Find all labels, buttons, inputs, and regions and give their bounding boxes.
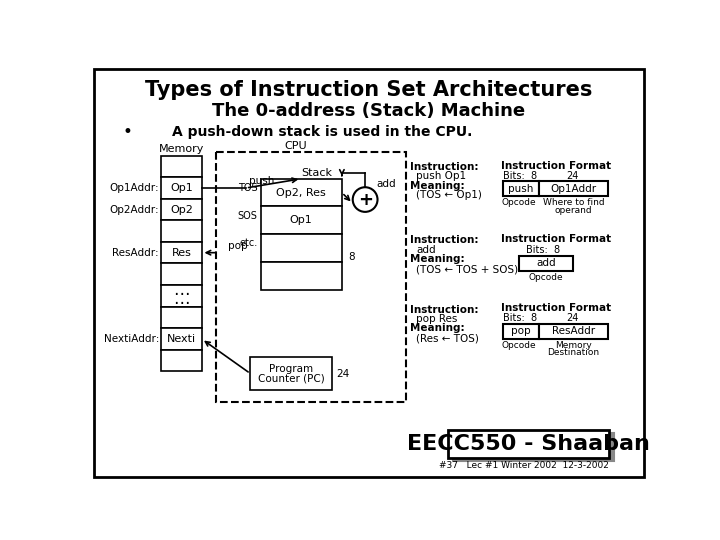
Text: Op2Addr:: Op2Addr: [109,205,159,214]
Text: Op1: Op1 [170,183,193,193]
Text: pop: pop [511,326,531,336]
Text: ⋯: ⋯ [173,294,190,313]
Bar [448,430,609,457]
Text: Op2: Op2 [170,205,193,214]
Bar [261,234,342,262]
Text: Op1: Op1 [290,215,312,225]
Bar [161,285,202,307]
Text: Op1Addr:: Op1Addr: [109,183,159,193]
Text: Bits:  8: Bits: 8 [526,245,560,254]
Bar [216,152,406,402]
Text: push: push [508,184,534,194]
Bar [503,323,539,339]
Text: Instruction Format: Instruction Format [500,234,611,244]
Text: Types of Instruction Set Architectures: Types of Instruction Set Architectures [145,80,593,100]
Text: EECC550 - Shaaban: EECC550 - Shaaban [408,434,650,455]
Text: Opcode: Opcode [501,341,536,349]
Text: Instruction:: Instruction: [410,235,479,245]
Text: NextiAddr:: NextiAddr: [104,334,159,344]
Text: Nexti: Nexti [167,334,196,344]
Bar [539,181,608,197]
Text: CPU: CPU [284,140,307,151]
Bar [261,179,342,206]
Bar [161,264,202,285]
Text: The 0-address (Stack) Machine: The 0-address (Stack) Machine [212,102,526,120]
Text: Instruction:: Instruction: [410,162,479,172]
Text: +: + [358,191,373,210]
Text: 8: 8 [348,252,355,262]
Text: Stack: Stack [301,167,332,178]
Text: Op1Addr: Op1Addr [551,184,597,194]
Text: 24: 24 [336,369,350,379]
Text: add: add [416,245,436,254]
Text: Bits:  8: Bits: 8 [503,171,537,181]
Text: pop: pop [228,241,248,251]
Text: add: add [536,259,556,268]
Bar [518,256,573,271]
Bar [539,323,608,339]
Bar [453,433,614,461]
Text: Meaning:: Meaning: [410,323,464,333]
Text: pop Res: pop Res [416,314,458,324]
Bar [161,156,202,177]
Text: Counter (PC): Counter (PC) [258,374,325,384]
Bar [161,199,202,220]
Text: Meaning:: Meaning: [410,181,464,191]
Text: (TOS ← TOS + SOS): (TOS ← TOS + SOS) [416,265,518,275]
Text: #37   Lec #1 Winter 2002  12-3-2002: #37 Lec #1 Winter 2002 12-3-2002 [439,462,609,470]
Text: Instruction:: Instruction: [410,305,479,315]
Bar [161,177,202,199]
Bar [261,206,342,234]
Text: Bits:  8: Bits: 8 [503,313,537,323]
Text: 24: 24 [567,171,579,181]
Text: SOS: SOS [238,211,258,221]
Text: push: push [248,176,274,186]
Text: Instruction Format: Instruction Format [500,161,611,171]
Bar [161,307,202,328]
Text: Program: Program [269,364,313,374]
Text: Meaning:: Meaning: [410,254,464,264]
Bar [261,262,342,289]
Text: ResAddr: ResAddr [552,326,595,336]
Text: (Res ← TOS): (Res ← TOS) [416,334,479,344]
Bar [503,181,539,197]
Text: Memory: Memory [159,145,204,154]
Text: (TOS ← Op1): (TOS ← Op1) [416,190,482,200]
Text: A push-down stack is used in the CPU.: A push-down stack is used in the CPU. [172,125,473,139]
Text: operand: operand [555,206,593,215]
Bar [161,242,202,264]
Text: Res: Res [171,248,192,258]
Bar [251,357,332,390]
Text: etc.: etc. [239,239,258,248]
Text: Op2, Res: Op2, Res [276,187,326,198]
Text: Instruction Format: Instruction Format [500,303,611,313]
Text: push Op1: push Op1 [416,172,467,181]
Text: Opcode: Opcode [501,198,536,207]
Text: TOS: TOS [238,183,258,193]
Text: 24: 24 [567,313,579,323]
Bar [161,220,202,242]
Text: Destination: Destination [547,348,600,357]
Text: add: add [376,179,395,189]
Text: Opcode: Opcode [528,273,563,282]
Text: ⋯: ⋯ [173,285,190,303]
Bar [161,328,202,350]
Bar [161,350,202,372]
Text: Where to find: Where to find [543,198,604,207]
Text: ResAddr:: ResAddr: [112,248,159,258]
Text: •: • [122,123,132,141]
Text: Memory: Memory [555,341,592,349]
